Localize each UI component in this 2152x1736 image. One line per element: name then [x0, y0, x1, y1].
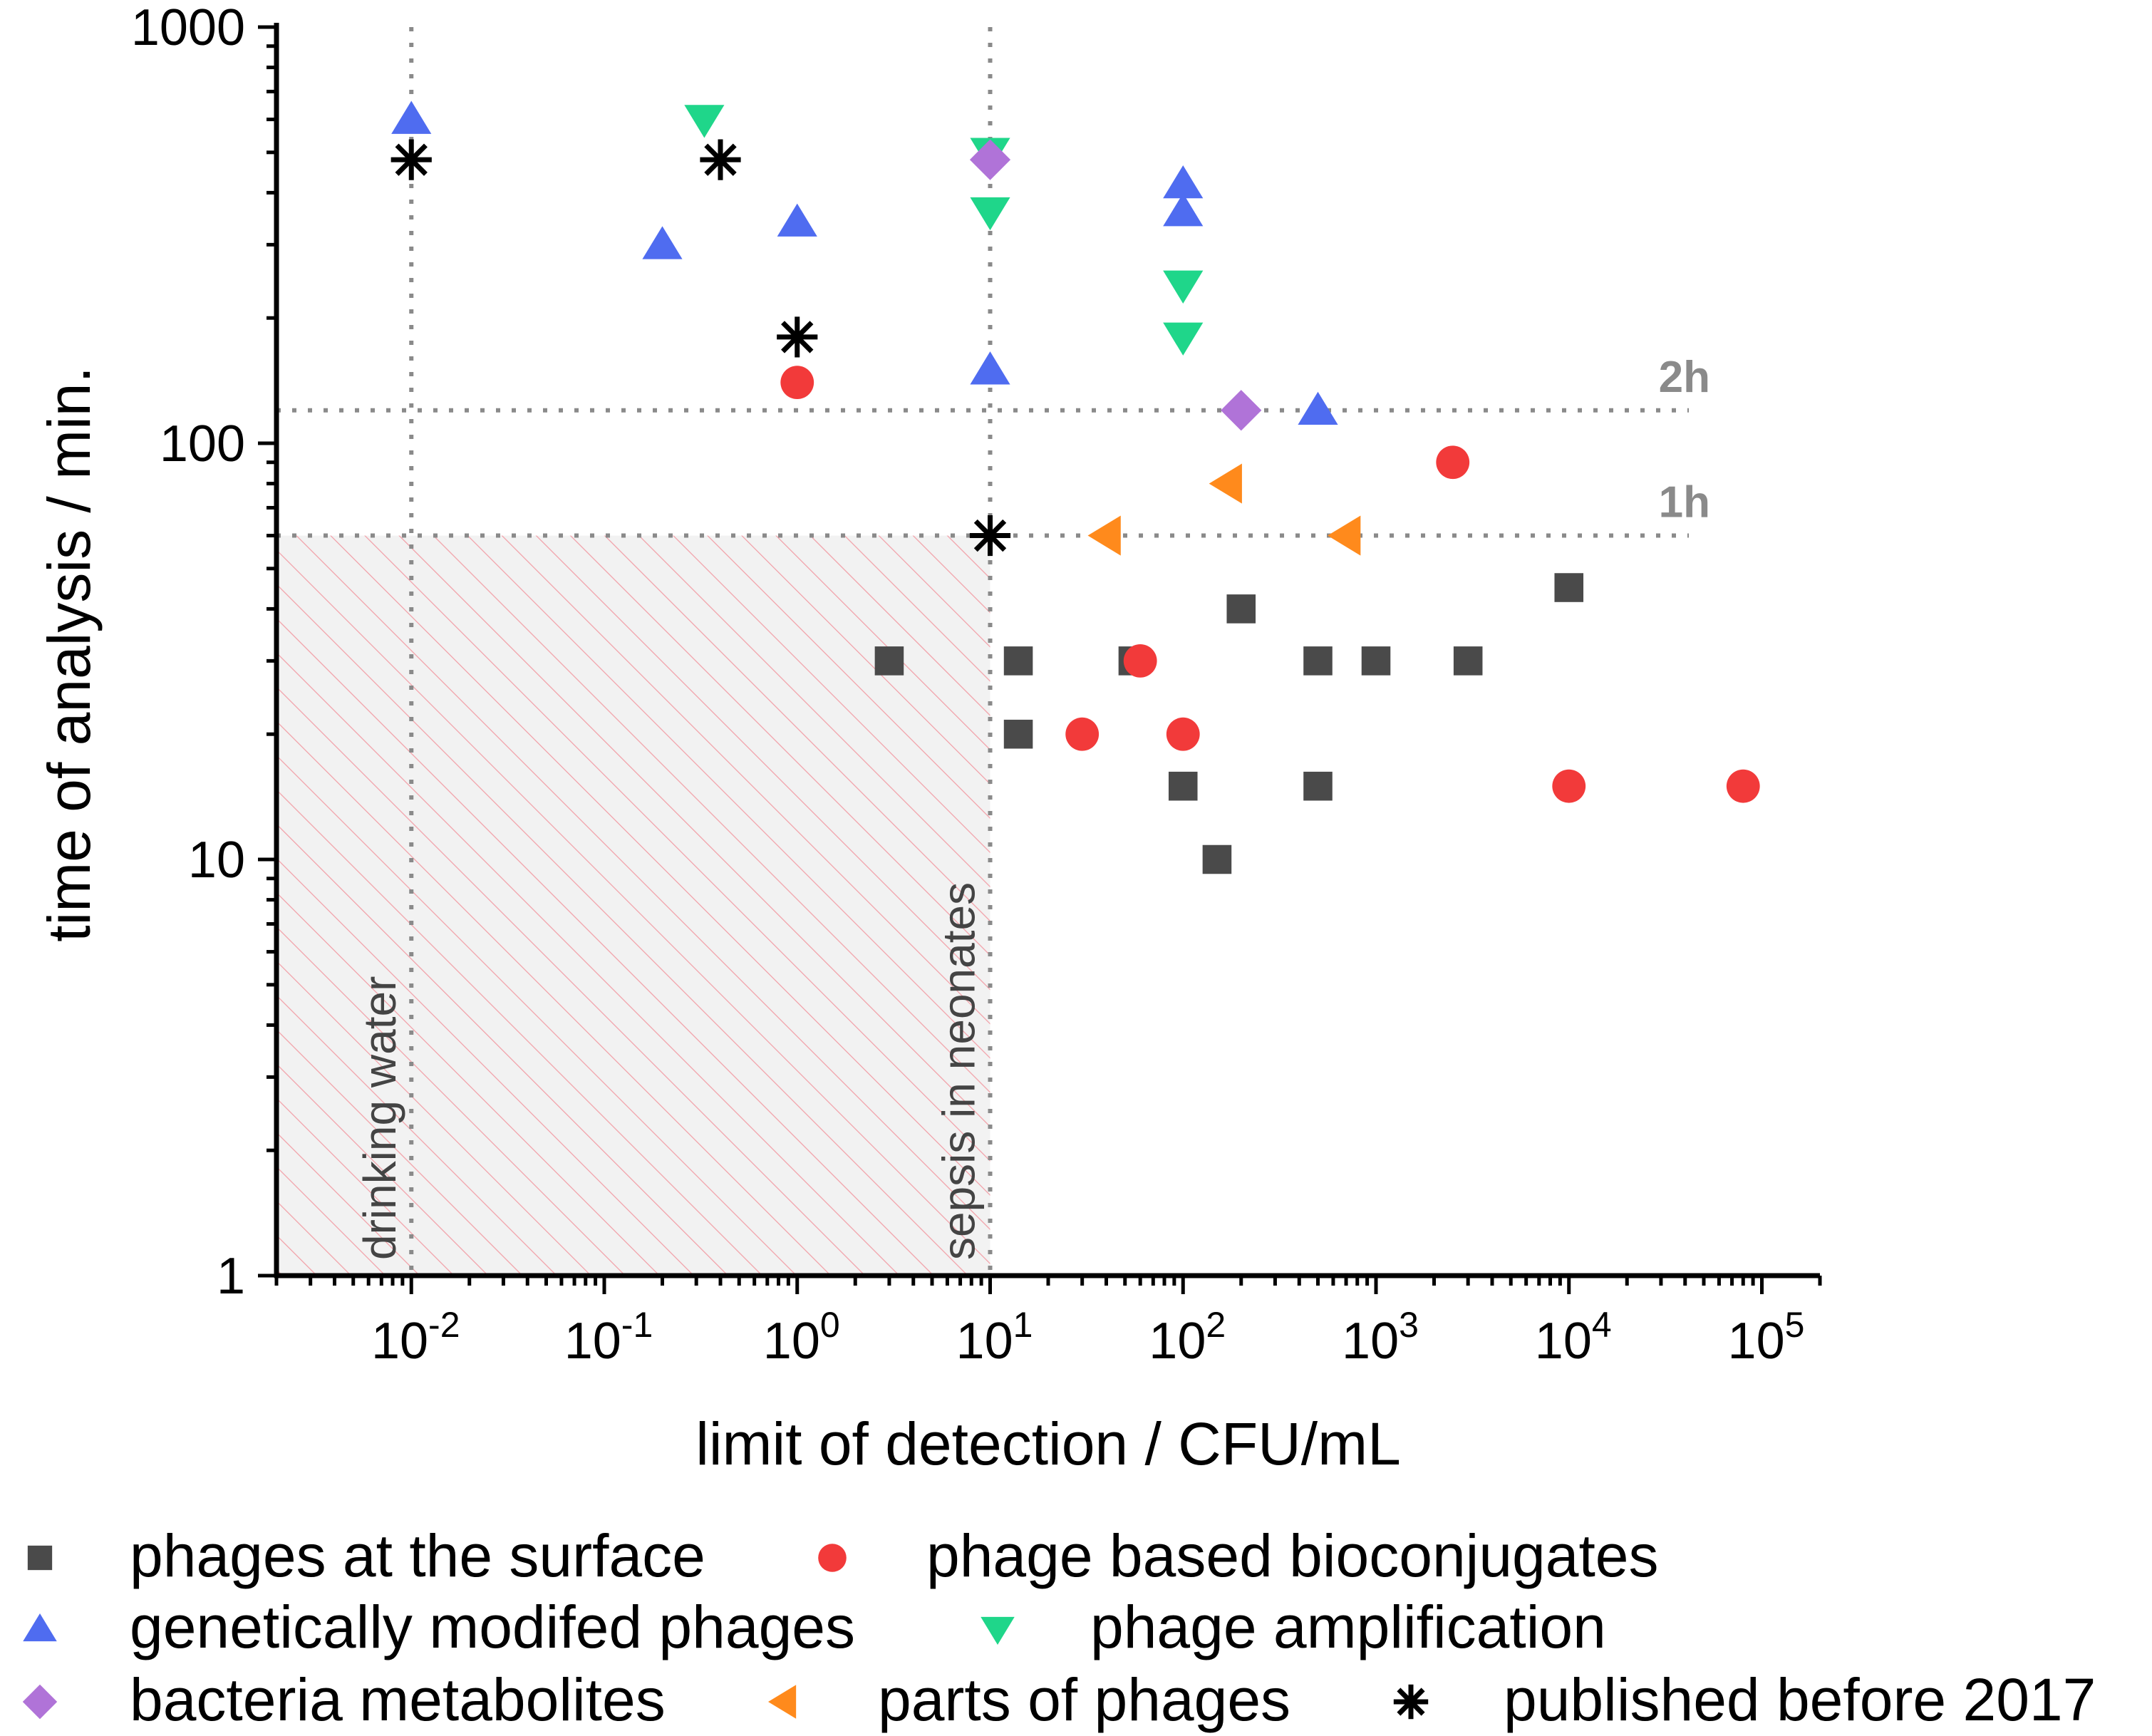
legend-item-published-before-2017: published before 2017 [1393, 1666, 2096, 1733]
plot-background [276, 535, 990, 1276]
shaded-target-region [276, 535, 990, 1276]
y-tick-label: 10 [188, 832, 245, 889]
vline-label-sepsis-in-neonates: sepsis in neonates [933, 882, 984, 1260]
x-tick-label: 102 [1149, 1305, 1226, 1370]
data-point [1087, 515, 1121, 556]
legend-marker [22, 1684, 58, 1720]
data-point [700, 139, 741, 180]
y-axis-title: time of analysis / min. [36, 366, 103, 942]
data-point [1221, 390, 1262, 431]
data-point [970, 351, 1010, 385]
data-point [780, 366, 814, 400]
vline-label-drinking-water: drinking water [354, 976, 405, 1260]
data-point [874, 646, 904, 676]
data-point [1003, 646, 1033, 676]
data-point [1726, 769, 1760, 803]
data-point [1163, 322, 1204, 356]
series-bacteria-metabolites [969, 139, 1262, 431]
y-tick-label: 1000 [131, 0, 245, 56]
data-point [777, 203, 817, 237]
legend-label: genetically modifed phages [130, 1593, 855, 1660]
data-point [1453, 646, 1483, 676]
data-point [777, 316, 818, 358]
data-points [390, 100, 1760, 874]
legend-label: phage amplification [1090, 1593, 1606, 1660]
data-point [1163, 270, 1204, 304]
series-genetically-modifed-phages [391, 100, 1338, 425]
series-parts-of-phages [1087, 463, 1361, 556]
data-point [1226, 594, 1256, 624]
data-point [969, 515, 1011, 557]
legend-item-phage-based-bioconjugates: phage based bioconjugates [818, 1522, 1659, 1589]
x-tick-label: 10-2 [371, 1305, 460, 1370]
data-point [642, 226, 683, 259]
x-tick-label: 10-1 [564, 1305, 653, 1370]
legend-item-parts-of-phages: parts of phages [768, 1666, 1290, 1733]
data-point [1209, 463, 1242, 504]
legend-label: phage based bioconjugates [926, 1522, 1659, 1589]
data-point [390, 139, 432, 180]
x-tick-label: 101 [956, 1305, 1033, 1370]
legend-label: published before 2017 [1504, 1666, 2096, 1733]
data-point [1202, 844, 1232, 874]
x-tick-label: 105 [1728, 1305, 1805, 1370]
legend: phages at the surface phage based bioconj… [22, 1522, 2096, 1733]
data-point [1303, 646, 1333, 676]
legend-item-bacteria-metabolites: bacteria metabolites [22, 1666, 666, 1733]
data-point [1552, 769, 1586, 803]
series-phage-based-bioconjugates [780, 366, 1760, 803]
data-point [1168, 771, 1198, 801]
axis-labels: 1 10 100 1000 10-2 10-1 100 101 102 103 104 105 [131, 0, 1805, 1370]
legend-label: parts of phages [878, 1666, 1290, 1733]
legend-item-genetically-modifed-phages: genetically modifed phages [23, 1593, 855, 1660]
y-tick-label: 1 [217, 1248, 245, 1305]
legend-marker [27, 1545, 53, 1571]
series-phage-amplification [684, 105, 1204, 356]
y-tick-label: 100 [160, 415, 245, 472]
data-point [1123, 644, 1157, 678]
data-point [1554, 573, 1584, 602]
data-point [969, 139, 1011, 180]
x-tick-label: 104 [1535, 1305, 1612, 1370]
series-phages-at-the-surface [874, 573, 1584, 874]
data-point [1361, 646, 1391, 676]
data-point [1328, 515, 1361, 556]
data-point [1303, 771, 1333, 801]
legend-item-phage-amplification: phage amplification [981, 1593, 1606, 1660]
data-point [391, 100, 432, 134]
data-point [1166, 717, 1200, 751]
legend-label: phages at the surface [130, 1522, 705, 1589]
data-point [1436, 445, 1470, 480]
data-point [1003, 719, 1033, 749]
series-published-before-2017 [390, 139, 1011, 557]
data-point [1163, 165, 1204, 199]
axes [258, 23, 1822, 1294]
legend-marker [981, 1616, 1015, 1645]
x-tick-label: 103 [1342, 1305, 1419, 1370]
legend-marker [1393, 1684, 1429, 1720]
legend-marker [23, 1613, 57, 1642]
legend-marker [818, 1544, 847, 1572]
hline-label-2h: 2h [1659, 353, 1710, 402]
x-tick-label: 100 [763, 1305, 840, 1370]
x-axis-title: limit of detection / CFU/mL [695, 1410, 1401, 1477]
data-point [1298, 391, 1338, 425]
hline-label-1h: 1h [1659, 478, 1710, 527]
data-point [970, 197, 1010, 231]
legend-item-phages-at-the-surface: phages at the surface [27, 1522, 705, 1589]
data-point [684, 105, 725, 138]
data-point [1163, 193, 1204, 227]
legend-label: bacteria metabolites [130, 1666, 666, 1733]
legend-marker [768, 1685, 797, 1719]
data-point [1065, 717, 1100, 751]
